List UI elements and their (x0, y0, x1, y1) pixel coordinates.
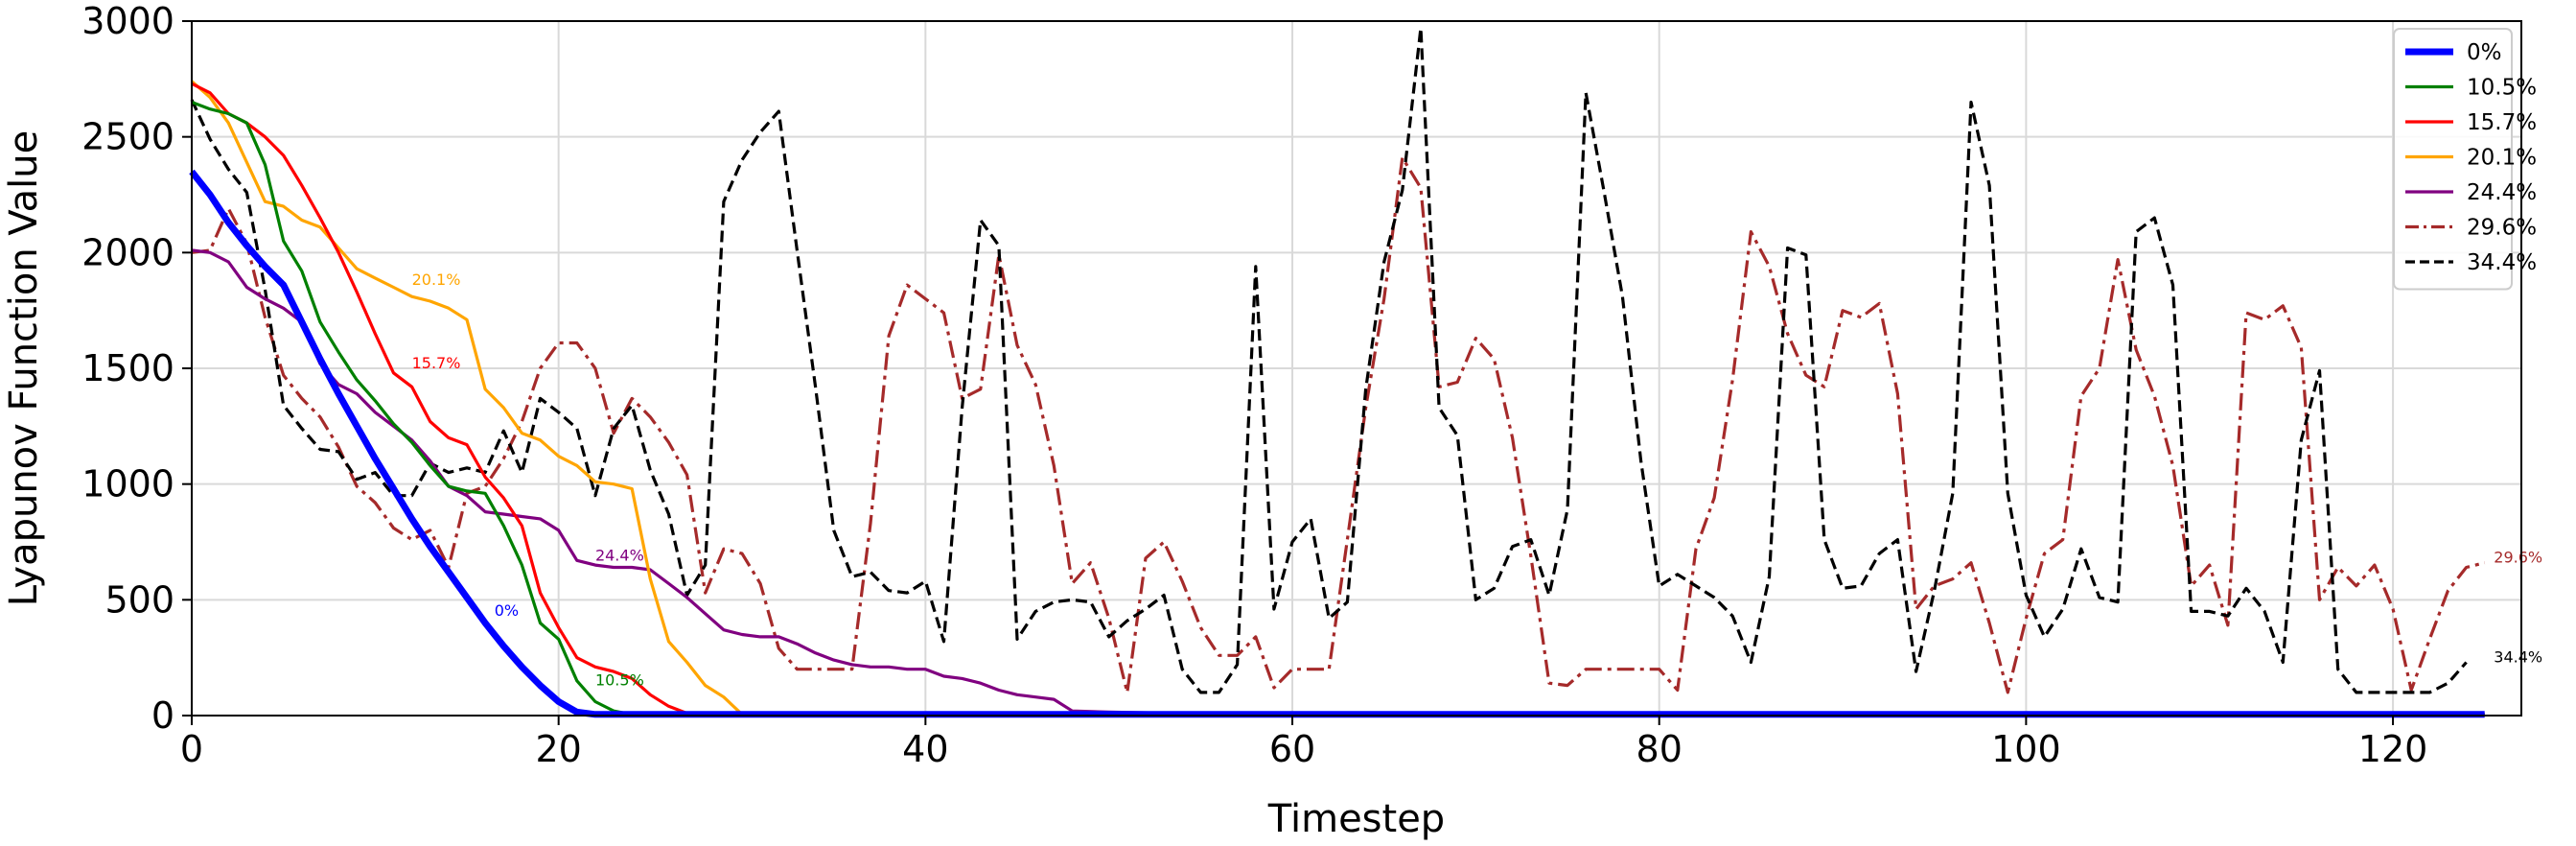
x-tick-label: 20 (535, 728, 581, 770)
x-tick-label: 120 (2358, 728, 2428, 770)
series-line-29-6pct (191, 155, 2486, 694)
series-annotation: 15.7% (412, 354, 461, 372)
series-line-0pct (189, 169, 2485, 718)
series-annotation: 29.6% (2494, 549, 2542, 567)
legend-label: 15.7% (2467, 110, 2537, 135)
series-annotations: 0% 10.5% 15.7% 20.1% 24.4% 29.6% 34.4% (412, 270, 2543, 690)
legend-label: 34.4% (2467, 250, 2537, 275)
series-lines (189, 26, 2486, 718)
legend: 0% 10.5% 15.7% 20.1% 24.4% 29.6% 34.4% (2393, 28, 2537, 291)
series-annotation: 34.4% (2494, 647, 2542, 666)
y-tick-label: 2500 (81, 116, 174, 158)
y-tick-label: 2000 (81, 231, 174, 273)
legend-label: 24.4% (2467, 180, 2537, 205)
legend-label: 10.5% (2467, 76, 2537, 101)
x-tick-label: 0 (180, 728, 203, 770)
y-axis-label: Lyapunov Function Value (2, 130, 46, 606)
y-tick-label: 500 (104, 578, 174, 621)
series-line-20-1pct (190, 80, 2485, 717)
y-tick-label: 1000 (81, 463, 174, 505)
legend-label: 29.6% (2467, 216, 2537, 241)
y-tick-label: 1500 (81, 347, 174, 389)
series-annotation: 20.1% (412, 270, 461, 289)
x-axis-label: Timestep (1267, 797, 1445, 841)
legend-box (2393, 28, 2513, 291)
series-line-34-4pct (190, 26, 2468, 694)
y-tick-label: 0 (151, 694, 174, 737)
legend-label: 20.1% (2467, 146, 2537, 171)
series-annotation: 24.4% (595, 546, 644, 564)
axis-ticks: 0 20 40 60 80 100 120 0 500 1000 1500 2000 2500 3000 (81, 0, 2427, 770)
x-tick-label: 80 (1636, 728, 1683, 770)
series-annotation: 10.5% (595, 671, 644, 690)
series-line-15-7pct (191, 82, 2485, 717)
x-tick-label: 100 (1991, 728, 2061, 770)
y-tick-label: 3000 (81, 0, 174, 42)
legend-label: 0% (2467, 40, 2502, 65)
x-tick-label: 60 (1269, 728, 1315, 770)
series-line-10-5pct (191, 101, 2485, 717)
x-tick-label: 40 (902, 728, 948, 770)
series-line-24-4pct (191, 248, 2485, 717)
series-annotation: 0% (495, 601, 519, 620)
